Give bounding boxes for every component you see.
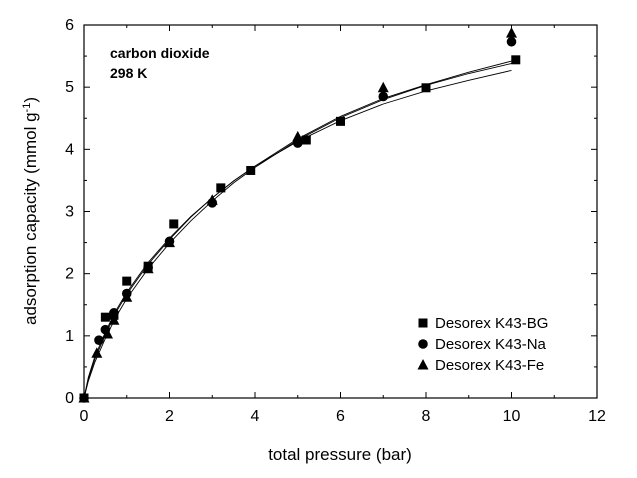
data-point-triangle xyxy=(142,262,154,274)
data-point-circle xyxy=(109,308,119,318)
data-point-square xyxy=(100,312,110,322)
data-point-triangle xyxy=(102,327,114,339)
data-point-square xyxy=(301,135,311,145)
x-tick-label: 10 xyxy=(503,408,521,425)
annotation-temperature: 298 K xyxy=(110,65,147,81)
y-tick-label: 2 xyxy=(65,266,74,283)
x-axis-ticks: 0 2 4 6 8 10 12 xyxy=(80,25,606,425)
data-point-square xyxy=(421,83,431,93)
y-axis-title-end: ) xyxy=(21,97,40,103)
x-tick-label: 6 xyxy=(336,408,345,425)
data-point-circle xyxy=(506,36,517,47)
y-axis-ticks: 0 1 2 3 4 5 6 xyxy=(65,17,597,407)
y-tick-label: 0 xyxy=(65,390,74,407)
data-point-triangle xyxy=(164,236,175,248)
data-point-circle xyxy=(378,91,389,102)
data-point-square xyxy=(336,116,345,126)
y-tick-label: 5 xyxy=(65,79,74,96)
data-point-triangle xyxy=(108,314,120,325)
data-point-triangle xyxy=(78,392,90,403)
y-axis-title-main: adsorption capacity (mmol g xyxy=(21,112,40,325)
y-tick-label: 3 xyxy=(65,204,74,221)
legend-label: Desorex K43-Na xyxy=(435,336,547,353)
legend-label: Desorex K43-BG xyxy=(435,315,548,332)
data-point-square xyxy=(169,219,179,229)
fit-curve xyxy=(83,63,512,399)
y-axis-title-superscript: -1 xyxy=(21,103,33,113)
x-axis-title: total pressure (bar) xyxy=(268,445,412,464)
data-point-triangle xyxy=(377,81,389,93)
legend-marker-circle xyxy=(418,339,428,349)
data-point-triangle xyxy=(91,347,103,358)
y-tick-label: 6 xyxy=(65,17,74,34)
data-point-triangle xyxy=(206,194,218,205)
y-tick-label: 4 xyxy=(65,141,74,158)
x-tick-label: 8 xyxy=(422,408,431,425)
y-tick-label: 1 xyxy=(65,328,74,345)
data-point-triangle xyxy=(121,291,133,302)
y-axis-title: adsorption capacity (mmol g-1) xyxy=(21,97,40,325)
x-tick-label: 4 xyxy=(251,408,260,425)
data-point-square xyxy=(246,165,256,175)
data-point-triangle xyxy=(506,27,517,38)
legend: Desorex K43-BG Desorex K43-Na Desorex K43-… xyxy=(417,315,548,374)
x-tick-label: 12 xyxy=(588,408,606,425)
x-tick-label: 2 xyxy=(165,408,174,425)
x-tick-label: 0 xyxy=(80,408,89,425)
legend-label: Desorex K43-Fe xyxy=(435,357,544,374)
annotation-gas: carbon dioxide xyxy=(110,45,210,61)
data-point-square xyxy=(511,55,521,65)
data-markers xyxy=(78,27,521,403)
data-point-circle xyxy=(94,335,104,345)
data-point-square xyxy=(122,276,132,286)
data-point-square xyxy=(216,183,226,193)
legend-marker-square xyxy=(418,318,428,328)
legend-marker-triangle xyxy=(417,359,429,370)
data-point-triangle xyxy=(292,130,304,142)
